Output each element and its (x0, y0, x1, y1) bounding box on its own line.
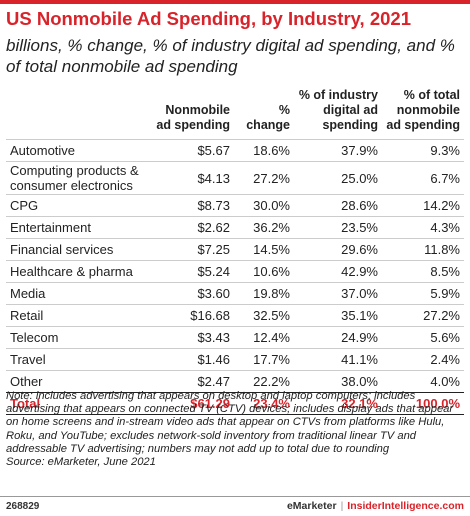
value-cell: $1.46 (152, 348, 234, 371)
value-cell: 4.3% (382, 216, 464, 239)
column-header: % of industry digital ad spending (298, 88, 378, 132)
value-cell: 41.1% (294, 348, 382, 371)
chart-subtitle: billions, % change, % of industry digita… (6, 36, 455, 76)
note-text: Note: includes advertising that appears … (6, 390, 454, 455)
value-cell: 29.6% (294, 238, 382, 261)
industry-cell: CPG (6, 194, 152, 217)
value-cell: 2.4% (382, 348, 464, 371)
value-cell: $3.60 (152, 282, 234, 305)
value-cell: $3.43 (152, 326, 234, 349)
value-cell: $8.73 (152, 194, 234, 217)
chart-id: 268829 (6, 501, 40, 512)
value-cell: 36.2% (234, 216, 294, 239)
value-cell: $16.68 (152, 304, 234, 327)
industry-cell: Healthcare & pharma (6, 260, 152, 283)
value-cell: $5.24 (152, 260, 234, 283)
industry-cell: Telecom (6, 326, 152, 349)
value-cell: 27.2% (382, 304, 464, 327)
column-header: % change (246, 103, 290, 132)
industry-cell: Retail (6, 304, 152, 327)
value-cell: $2.47 (152, 370, 234, 393)
value-cell: 18.6% (234, 139, 294, 162)
table-row: Telecom $3.43 12.4% 24.9% 5.6% (6, 326, 464, 349)
value-cell: 10.6% (234, 260, 294, 283)
table-header-row: Nonmobile ad spending % change % of indu… (6, 88, 464, 140)
value-cell: 19.8% (234, 282, 294, 305)
industry-cell: Media (6, 282, 152, 305)
column-header (6, 88, 152, 140)
value-cell: 37.9% (294, 139, 382, 162)
value-cell: 37.0% (294, 282, 382, 305)
column-header: % of total nonmobile ad spending (386, 88, 460, 132)
value-cell: 35.1% (294, 304, 382, 327)
source-text: Source: eMarketer, June 2021 (6, 456, 156, 469)
value-cell: 24.9% (294, 326, 382, 349)
bottom-rule (0, 496, 470, 497)
value-cell: 42.9% (294, 260, 382, 283)
brand-insider-intelligence: InsiderIntelligence.com (347, 500, 464, 512)
value-cell: $2.62 (152, 216, 234, 239)
total-row: Total $61.29 23.4% 32.1% 100.0% (6, 392, 464, 415)
value-cell: 23.5% (294, 216, 382, 239)
value-cell: 32.5% (234, 304, 294, 327)
value-cell: $7.25 (152, 238, 234, 261)
value-cell: 6.7% (382, 161, 464, 195)
value-cell: 5.6% (382, 326, 464, 349)
value-cell: 14.5% (234, 238, 294, 261)
table-row: Media $3.60 19.8% 37.0% 5.9% (6, 282, 464, 305)
value-cell: 22.2% (234, 370, 294, 393)
industry-cell: Automotive (6, 139, 152, 162)
industry-cell: Travel (6, 348, 152, 371)
industry-cell: Other (6, 370, 152, 393)
value-cell: $4.13 (152, 161, 234, 195)
value-cell: 5.9% (382, 282, 464, 305)
data-table: Nonmobile ad spending % change % of indu… (6, 88, 464, 415)
table-row: Financial services $7.25 14.5% 29.6% 11.8% (6, 238, 464, 261)
value-cell: $5.67 (152, 139, 234, 162)
data-table-container: Nonmobile ad spending % change % of indu… (6, 88, 464, 415)
value-cell: 27.2% (234, 161, 294, 195)
value-cell: 8.5% (382, 260, 464, 283)
table-row: Retail $16.68 32.5% 35.1% 27.2% (6, 304, 464, 327)
top-accent-rule (0, 0, 470, 4)
footnote: Note: includes advertising that appears … (6, 390, 466, 469)
value-cell: 4.0% (382, 370, 464, 393)
industry-cell: Computing products & consumer electronic… (6, 161, 152, 195)
table-row: Entertainment $2.62 36.2% 23.5% 4.3% (6, 216, 464, 239)
value-cell: 38.0% (294, 370, 382, 393)
table-row: CPG $8.73 30.0% 28.6% 14.2% (6, 194, 464, 217)
value-cell: 14.2% (382, 194, 464, 217)
value-cell: 28.6% (294, 194, 382, 217)
value-cell: 12.4% (234, 326, 294, 349)
brand-separator: | (340, 500, 344, 512)
total-value-cell: 100.0% (382, 392, 464, 415)
value-cell: 25.0% (294, 161, 382, 195)
table-row: Computing products & consumer electronic… (6, 161, 464, 195)
brand-emarketer: eMarketer (286, 500, 337, 512)
footer-brand: eMarketer | InsiderIntelligence.com (287, 500, 464, 512)
industry-cell: Financial services (6, 238, 152, 261)
industry-cell: Entertainment (6, 216, 152, 239)
table-row: Healthcare & pharma $5.24 10.6% 42.9% 8.5% (6, 260, 464, 283)
value-cell: 17.7% (234, 348, 294, 371)
table-row: Automotive $5.67 18.6% 37.9% 9.3% (6, 139, 464, 162)
chart-title: US Nonmobile Ad Spending, by Industry, 2… (6, 8, 411, 29)
value-cell: 30.0% (234, 194, 294, 217)
total-value-cell: 23.4% (234, 392, 294, 415)
value-cell: 11.8% (382, 238, 464, 261)
total-label-cell: Total (6, 392, 152, 415)
table-row: Travel $1.46 17.7% 41.1% 2.4% (6, 348, 464, 371)
value-cell: 9.3% (382, 139, 464, 162)
column-header: Nonmobile ad spending (156, 103, 230, 132)
table-row: Other $2.47 22.2% 38.0% 4.0% (6, 370, 464, 393)
total-value-cell: $61.29 (152, 392, 234, 415)
total-value-cell: 32.1% (294, 392, 382, 415)
